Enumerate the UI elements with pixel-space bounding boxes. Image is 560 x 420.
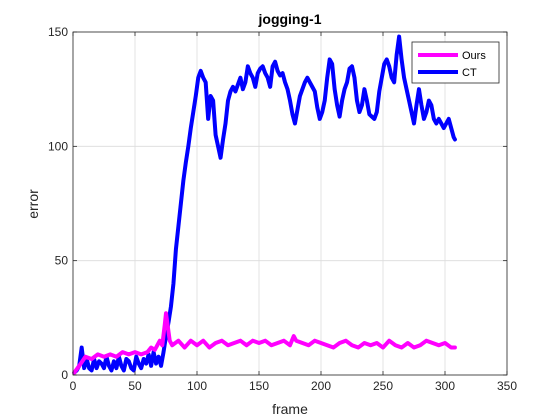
series-lines: [72, 34, 457, 375]
chart-title: jogging-1: [258, 11, 322, 27]
x-tick-label: 300: [435, 379, 455, 393]
x-tick-label: 200: [311, 379, 331, 393]
series-line-ct: [72, 34, 457, 375]
legend-label-ct: CT: [462, 67, 477, 79]
legend-box: [411, 41, 500, 84]
y-tick-labels: 0 50 100 150: [48, 25, 68, 382]
y-tick-label: 150: [48, 25, 68, 39]
y-tick-label: 50: [55, 254, 69, 268]
axes-frame: [72, 31, 508, 376]
x-tick-label: 250: [373, 379, 393, 393]
legend: Ours CT: [411, 41, 500, 84]
x-tick-labels: 0 50 100 150 200 250 300 350: [70, 379, 518, 393]
series-line-ours: [72, 311, 457, 375]
x-tick-label: 100: [187, 379, 207, 393]
y-axis-label: error: [25, 189, 41, 219]
x-tick-label: 350: [497, 379, 517, 393]
plot-area: [73, 32, 507, 375]
x-axis-label: frame: [272, 401, 308, 417]
x-tick-label: 50: [128, 379, 142, 393]
legend-label-ours: Ours: [462, 50, 486, 62]
y-tick-label: 0: [61, 368, 68, 382]
x-tick-label: 150: [249, 379, 269, 393]
y-tick-label: 100: [48, 139, 68, 153]
axis-ticks: [72, 31, 508, 376]
x-tick-label: 0: [70, 379, 77, 393]
